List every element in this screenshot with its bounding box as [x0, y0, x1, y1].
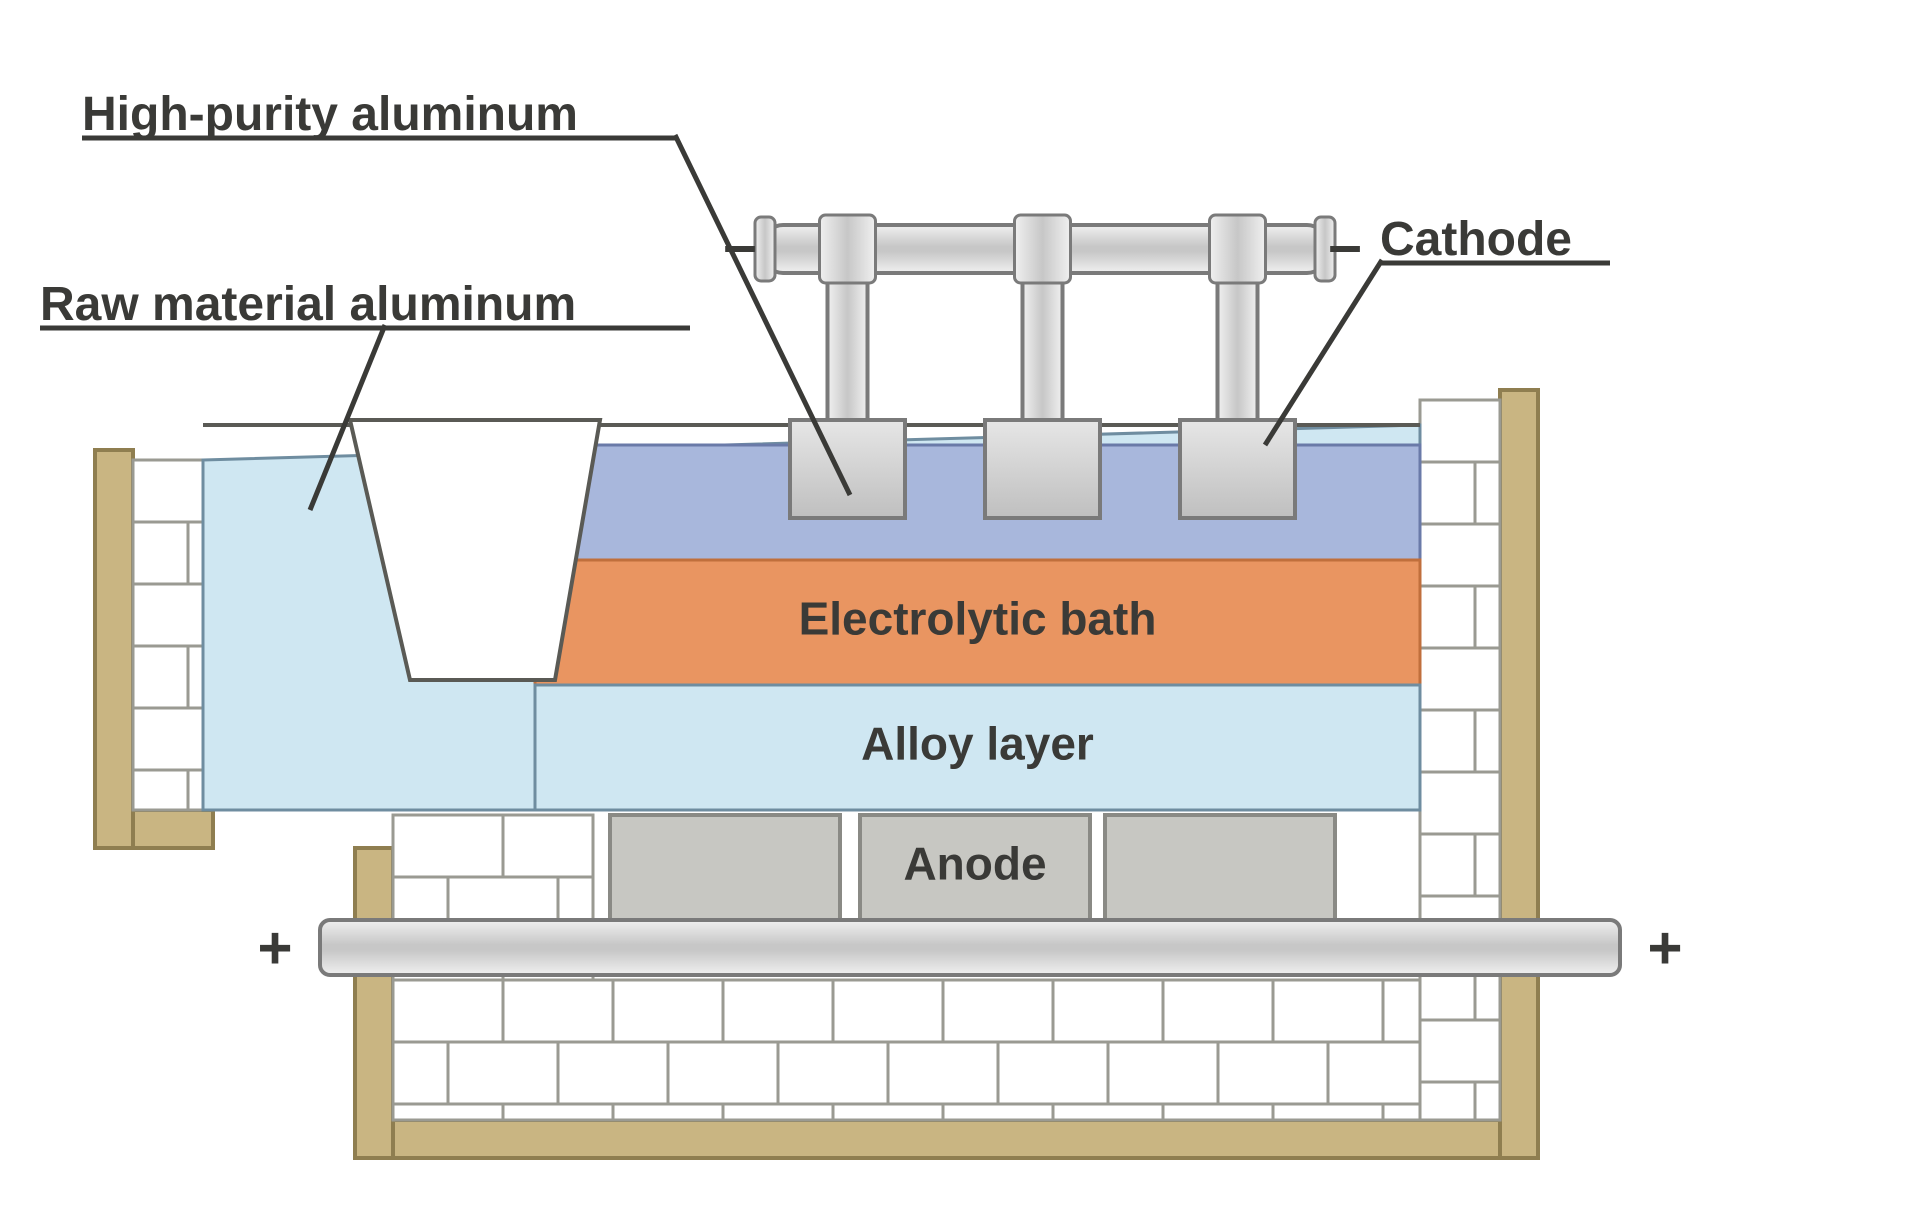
plus-sign: +: [257, 914, 292, 981]
anode-block: [1105, 815, 1335, 920]
cathode-collar: [1210, 215, 1266, 283]
cathode-block: [1180, 420, 1295, 518]
anode-busbar: [320, 920, 1620, 975]
high-purity-leader: [675, 135, 850, 495]
electrolytic-bath-label: Electrolytic bath: [799, 593, 1157, 645]
casing: [355, 848, 393, 1158]
cathode-label: Cathode: [1380, 213, 1572, 266]
casing: [355, 1120, 1538, 1158]
cathode-block: [985, 420, 1100, 518]
cathode-block: [790, 420, 905, 518]
cathode-collar: [1015, 215, 1071, 283]
plus-sign: +: [1647, 914, 1682, 981]
raw-material-label: Raw material aluminum: [40, 278, 576, 331]
minus-sign: –: [1328, 211, 1361, 278]
alloy-layer-label: Alloy layer: [861, 718, 1094, 770]
high-purity-label: High-purity aluminum: [82, 88, 578, 141]
cathode-collar: [820, 215, 876, 283]
cathode-busbar-cap: [755, 217, 775, 281]
cathode-leader: [1265, 260, 1382, 445]
anode-block: [610, 815, 840, 920]
casing: [95, 450, 133, 848]
anode-label: Anode: [903, 838, 1046, 890]
casing: [1500, 390, 1538, 1158]
